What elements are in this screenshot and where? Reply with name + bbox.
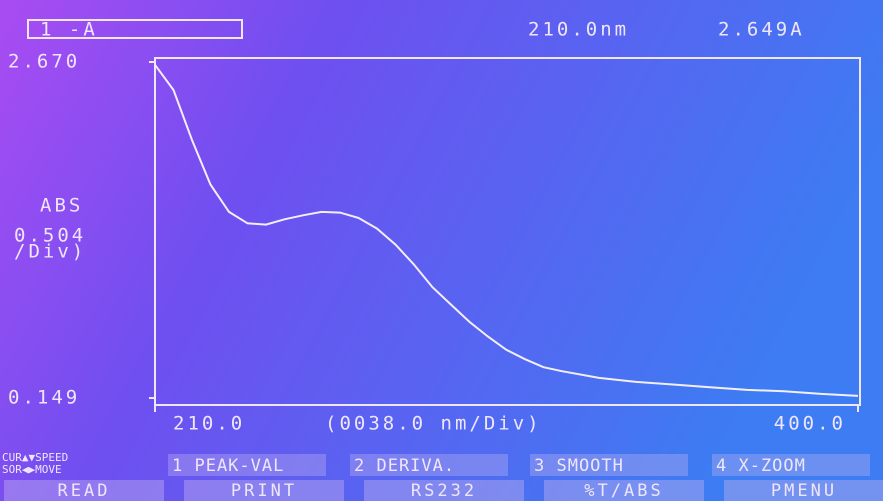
- function-label: 1 PEAK-VAL: [172, 456, 284, 476]
- x-tick-label: 210.0: [173, 413, 245, 435]
- screen: 1 -A 210.0nm 2.649A ABS 0.504 /Div) (003…: [0, 0, 883, 501]
- y-tick-label: 2.670: [8, 51, 80, 73]
- soft-key-label: %T/ABS: [584, 481, 663, 501]
- y-tick-label: 0.149: [8, 387, 80, 409]
- y-division: /Div): [14, 241, 86, 263]
- y-label: ABS: [40, 195, 83, 217]
- soft-key-label: PMENU: [771, 481, 837, 501]
- function-label: 3 SMOOTH: [534, 456, 624, 476]
- soft-key-label: RS232: [411, 481, 477, 501]
- cursor-hint: SOR◀▶MOVE: [2, 463, 62, 476]
- function-label: 2 DERIVA.: [354, 456, 455, 476]
- function-label: 4 X-ZOOM: [716, 456, 806, 476]
- cursor-wavelength: 210.0nm: [528, 19, 629, 41]
- soft-key-label: PRINT: [231, 481, 297, 501]
- x-tick-label: 400.0: [774, 413, 846, 435]
- x-division: (0038.0 nm/Div): [325, 413, 542, 435]
- mode: 1 -A: [40, 19, 98, 41]
- soft-key-label: READ: [58, 481, 111, 501]
- cursor-absorbance: 2.649A: [718, 19, 805, 41]
